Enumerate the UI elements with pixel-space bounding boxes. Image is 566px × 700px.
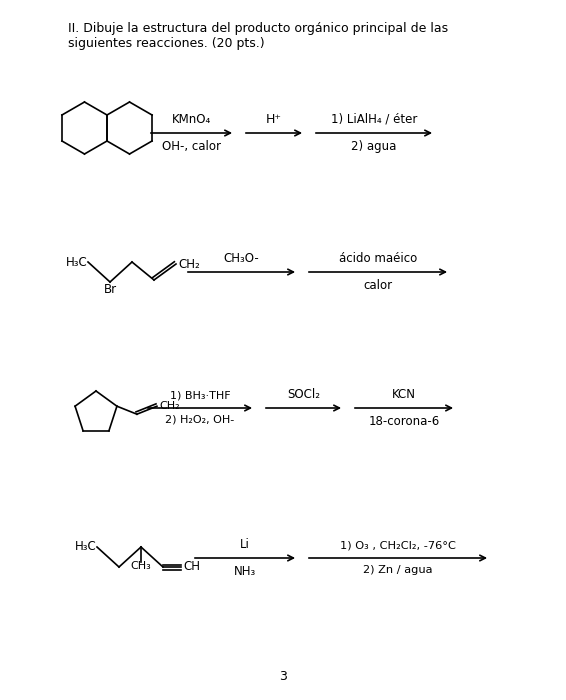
Text: Li: Li <box>240 538 250 551</box>
Text: CH₂: CH₂ <box>159 401 179 411</box>
Text: CH: CH <box>183 561 200 573</box>
Text: OH-, calor: OH-, calor <box>162 140 221 153</box>
Text: siguientes reacciones. (20 pts.): siguientes reacciones. (20 pts.) <box>68 37 265 50</box>
Text: CH₃O-: CH₃O- <box>224 252 259 265</box>
Text: 3: 3 <box>279 669 287 682</box>
Text: KMnO₄: KMnO₄ <box>172 113 211 126</box>
Text: NH₃: NH₃ <box>234 565 256 578</box>
Text: 2) H₂O₂, OH-: 2) H₂O₂, OH- <box>165 415 235 425</box>
Text: 18-corona-6: 18-corona-6 <box>368 415 440 428</box>
Text: calor: calor <box>363 279 393 292</box>
Text: CH₂: CH₂ <box>178 258 200 270</box>
Text: H₃C: H₃C <box>66 256 88 269</box>
Text: 2) Zn / agua: 2) Zn / agua <box>363 565 433 575</box>
Text: 1) O₃ , CH₂Cl₂, -76°C: 1) O₃ , CH₂Cl₂, -76°C <box>340 541 456 551</box>
Text: 1) LiAlH₄ / éter: 1) LiAlH₄ / éter <box>331 113 417 126</box>
Text: II. Dibuje la estructura del producto orgánico principal de las: II. Dibuje la estructura del producto or… <box>68 22 448 35</box>
Text: H₃C: H₃C <box>75 540 97 554</box>
Text: SOCl₂: SOCl₂ <box>287 388 320 401</box>
Text: Br: Br <box>104 283 117 296</box>
Text: H⁺: H⁺ <box>266 113 282 126</box>
Text: ácido maéico: ácido maéico <box>339 252 417 265</box>
Text: 1) BH₃·THF: 1) BH₃·THF <box>170 391 230 401</box>
Text: KCN: KCN <box>392 388 416 401</box>
Text: 2) agua: 2) agua <box>351 140 397 153</box>
Text: CH₃: CH₃ <box>131 561 151 571</box>
